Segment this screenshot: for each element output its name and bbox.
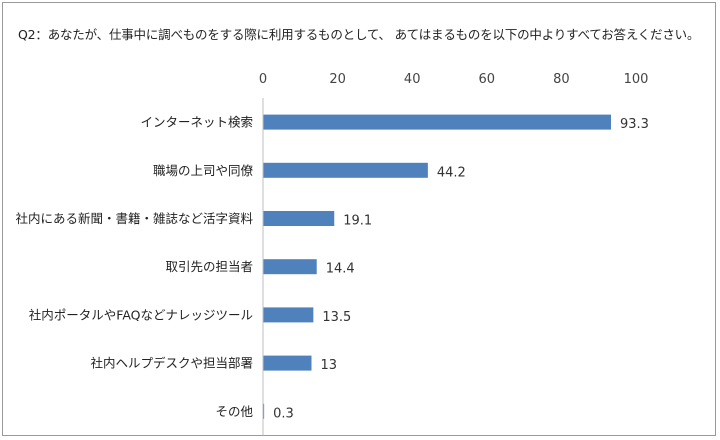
x-tick-label: 0 <box>259 72 267 87</box>
bar <box>263 211 335 226</box>
x-tick-label: 20 <box>329 72 346 87</box>
x-tick-label: 60 <box>479 72 496 87</box>
bar <box>263 403 265 419</box>
data-value-label: 19.1 <box>343 214 372 229</box>
data-value-label: 13 <box>320 358 337 373</box>
bar <box>263 162 428 178</box>
data-value-label: 44.2 <box>437 165 466 180</box>
category-label: インターネット検索 <box>140 115 253 130</box>
bar <box>263 307 314 323</box>
x-tick-label: 100 <box>624 72 649 87</box>
bar <box>263 114 612 130</box>
category-label: 職場の上司や同僚 <box>153 163 254 178</box>
x-tick-label: 40 <box>404 72 421 87</box>
bar <box>263 259 317 275</box>
category-label: 社内にある新聞・書籍・雑誌など活字資料 <box>15 211 253 226</box>
data-value-label: 14.4 <box>326 262 355 277</box>
category-label: その他 <box>215 404 253 419</box>
data-value-label: 13.5 <box>322 310 351 325</box>
chart-frame <box>2 2 716 436</box>
question-title: Q2：あなたが、仕事中に調べものをする際に利用するものとして、 あてはまるものを… <box>18 27 700 42</box>
category-label: 社内ポータルやFAQなどナレッジツール <box>29 307 253 322</box>
x-tick-label: 80 <box>553 72 570 87</box>
data-value-label: 93.3 <box>620 117 649 132</box>
category-label: 社内ヘルプデスクや担当部署 <box>90 356 253 371</box>
bar <box>263 355 312 371</box>
category-label: 取引先の担当者 <box>165 259 253 274</box>
data-value-label: 0.3 <box>273 406 294 421</box>
